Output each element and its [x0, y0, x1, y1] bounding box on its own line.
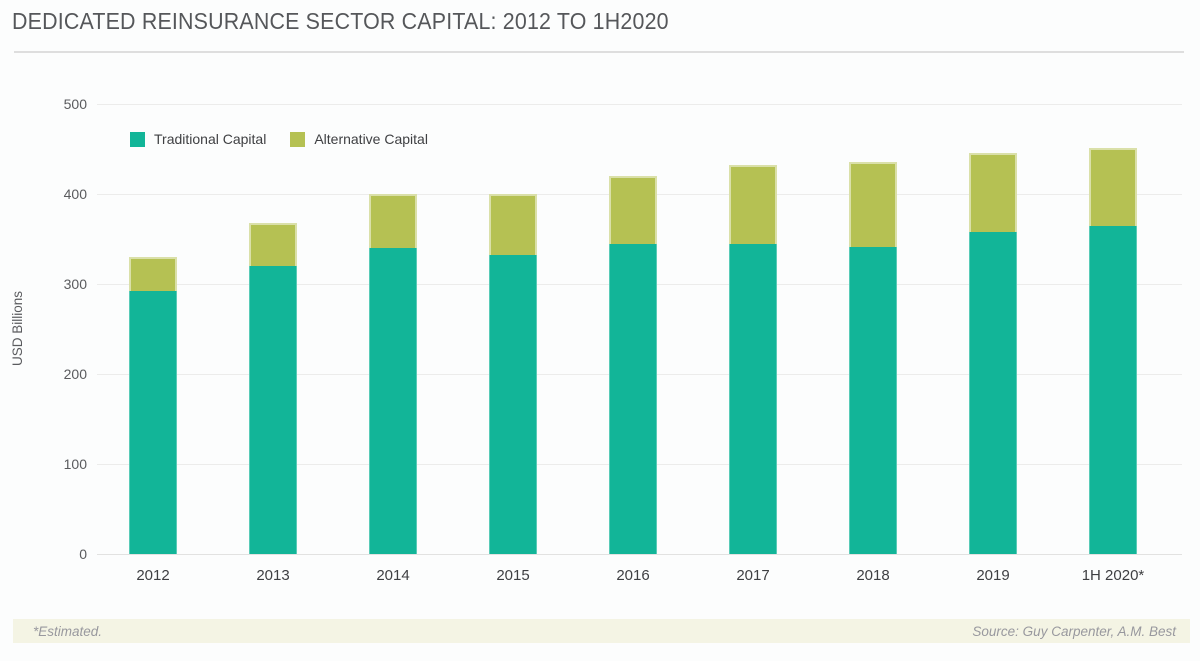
title-divider: [14, 51, 1184, 53]
chart-legend: Traditional Capital Alternative Capital: [130, 131, 428, 147]
y-tick-label: 400: [63, 186, 87, 202]
x-axis-label: 2017: [736, 567, 770, 584]
x-axis-label: 2016: [616, 567, 650, 584]
bar-segment-alternative: [129, 257, 177, 292]
legend-item-alternative: Alternative Capital: [290, 131, 428, 147]
bar-2016: [609, 104, 657, 554]
legend-swatch-traditional: [130, 131, 145, 147]
y-axis-title: USD Billions: [10, 104, 25, 554]
bar-segment-alternative: [729, 165, 777, 244]
bar-segment-alternative: [1089, 148, 1137, 226]
y-tick-label: 300: [63, 276, 87, 292]
bar-2017: [729, 104, 777, 554]
bar-segment-traditional: [129, 291, 177, 554]
bar-segment-alternative: [249, 222, 297, 266]
y-tick-label: 500: [63, 96, 87, 112]
bar-2014: [369, 104, 417, 554]
bar-2012: [129, 104, 177, 554]
footnote-estimated: *Estimated.: [33, 623, 103, 639]
legend-label-traditional: Traditional Capital: [154, 131, 267, 147]
bar-segment-traditional: [969, 231, 1017, 554]
x-axis-label: 2013: [256, 567, 290, 584]
gridline: [97, 103, 1182, 105]
y-tick-label: 0: [79, 546, 87, 562]
x-axis-label: 1H 2020*: [1081, 567, 1145, 584]
footer-band: *Estimated. Source: Guy Carpenter, A.M. …: [13, 619, 1190, 643]
x-axis-label: 2014: [376, 567, 410, 584]
plot-area: Traditional Capital Alternative Capital …: [64, 96, 1182, 584]
bar-segment-alternative: [489, 194, 537, 256]
legend-item-traditional: Traditional Capital: [130, 131, 266, 147]
x-axis-label: 2012: [136, 567, 170, 584]
source-credit: Source: Guy Carpenter, A.M. Best: [972, 623, 1176, 639]
y-tick-label: 200: [63, 366, 87, 382]
legend-swatch-alternative: [290, 131, 306, 147]
bar-segment-traditional: [1089, 225, 1137, 554]
bar-segment-alternative: [849, 161, 897, 248]
legend-label-alternative: Alternative Capital: [314, 131, 428, 147]
bar-segment-traditional: [609, 243, 657, 554]
bar-segment-alternative: [969, 152, 1017, 232]
x-axis-label: 2015: [496, 567, 530, 584]
bar-1h2020: [1089, 104, 1137, 554]
bar-2018: [849, 104, 897, 554]
bar-2019: [969, 104, 1017, 554]
bar-segment-traditional: [489, 255, 537, 554]
y-tick-label: 100: [63, 456, 87, 472]
x-axis-baseline: [97, 553, 1182, 555]
bar-2015: [489, 104, 537, 554]
bar-segment-alternative: [369, 194, 417, 248]
page-title: DEDICATED REINSURANCE SECTOR CAPITAL: 20…: [12, 8, 669, 34]
bar-segment-traditional: [369, 248, 417, 554]
y-axis-title-text: USD Billions: [10, 291, 25, 367]
bar-segment-traditional: [249, 266, 297, 554]
bar-segment-traditional: [849, 247, 897, 554]
bar-segment-alternative: [609, 176, 657, 244]
bar-segment-traditional: [729, 243, 777, 554]
x-axis-label: 2019: [976, 567, 1010, 584]
x-axis-label: 2018: [856, 567, 890, 584]
bar-2013: [249, 104, 297, 554]
